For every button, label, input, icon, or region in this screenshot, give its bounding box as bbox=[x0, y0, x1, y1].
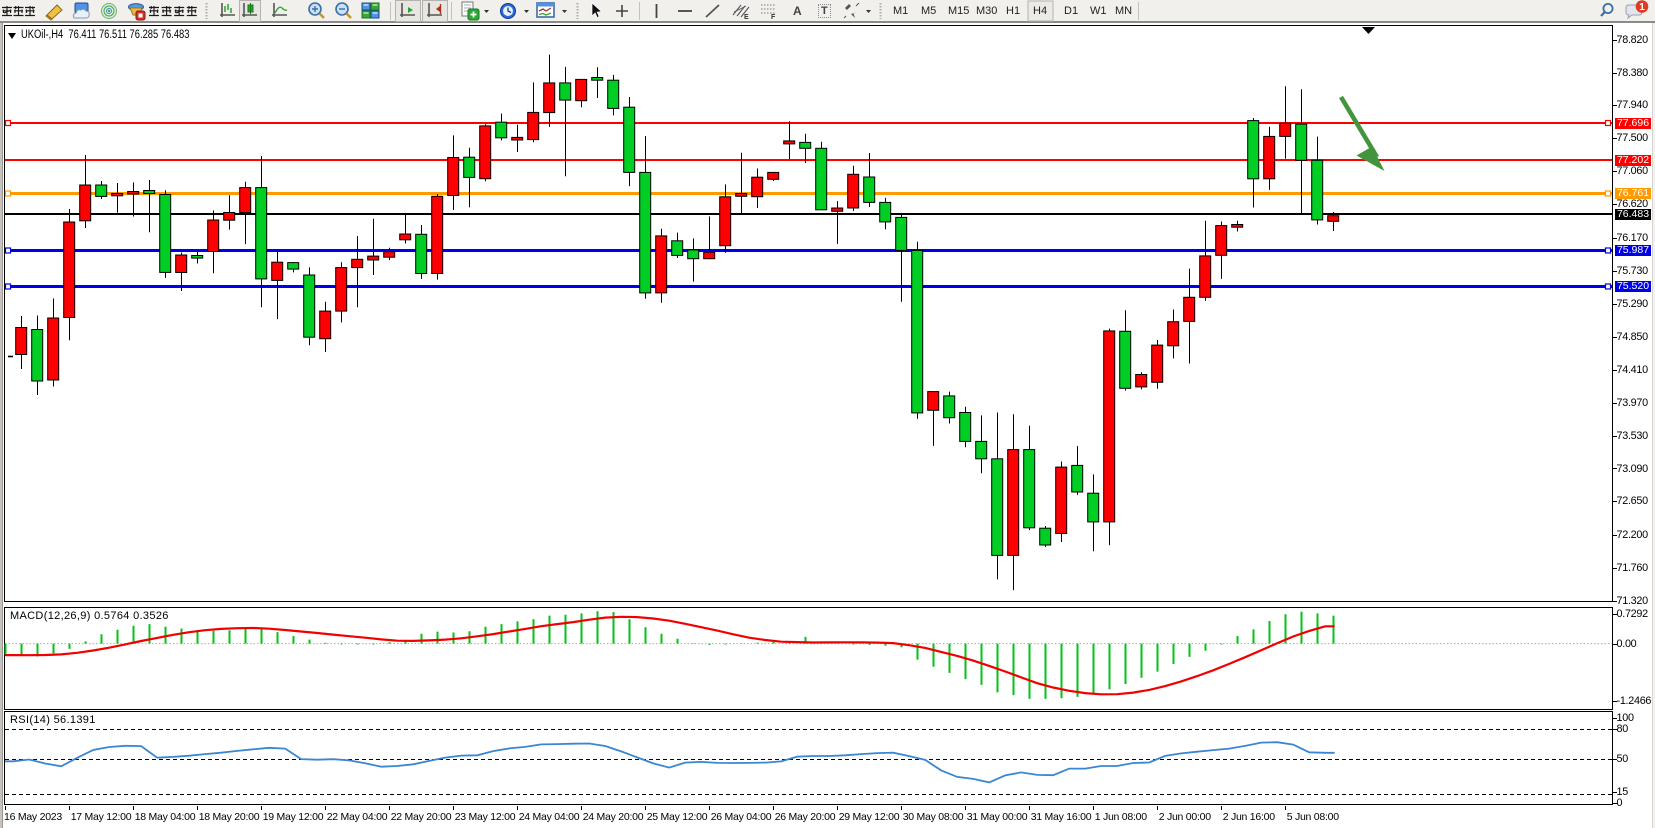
svg-text:F: F bbox=[771, 14, 776, 21]
svg-text:1: 1 bbox=[1639, 2, 1645, 13]
svg-text:E: E bbox=[744, 14, 749, 21]
